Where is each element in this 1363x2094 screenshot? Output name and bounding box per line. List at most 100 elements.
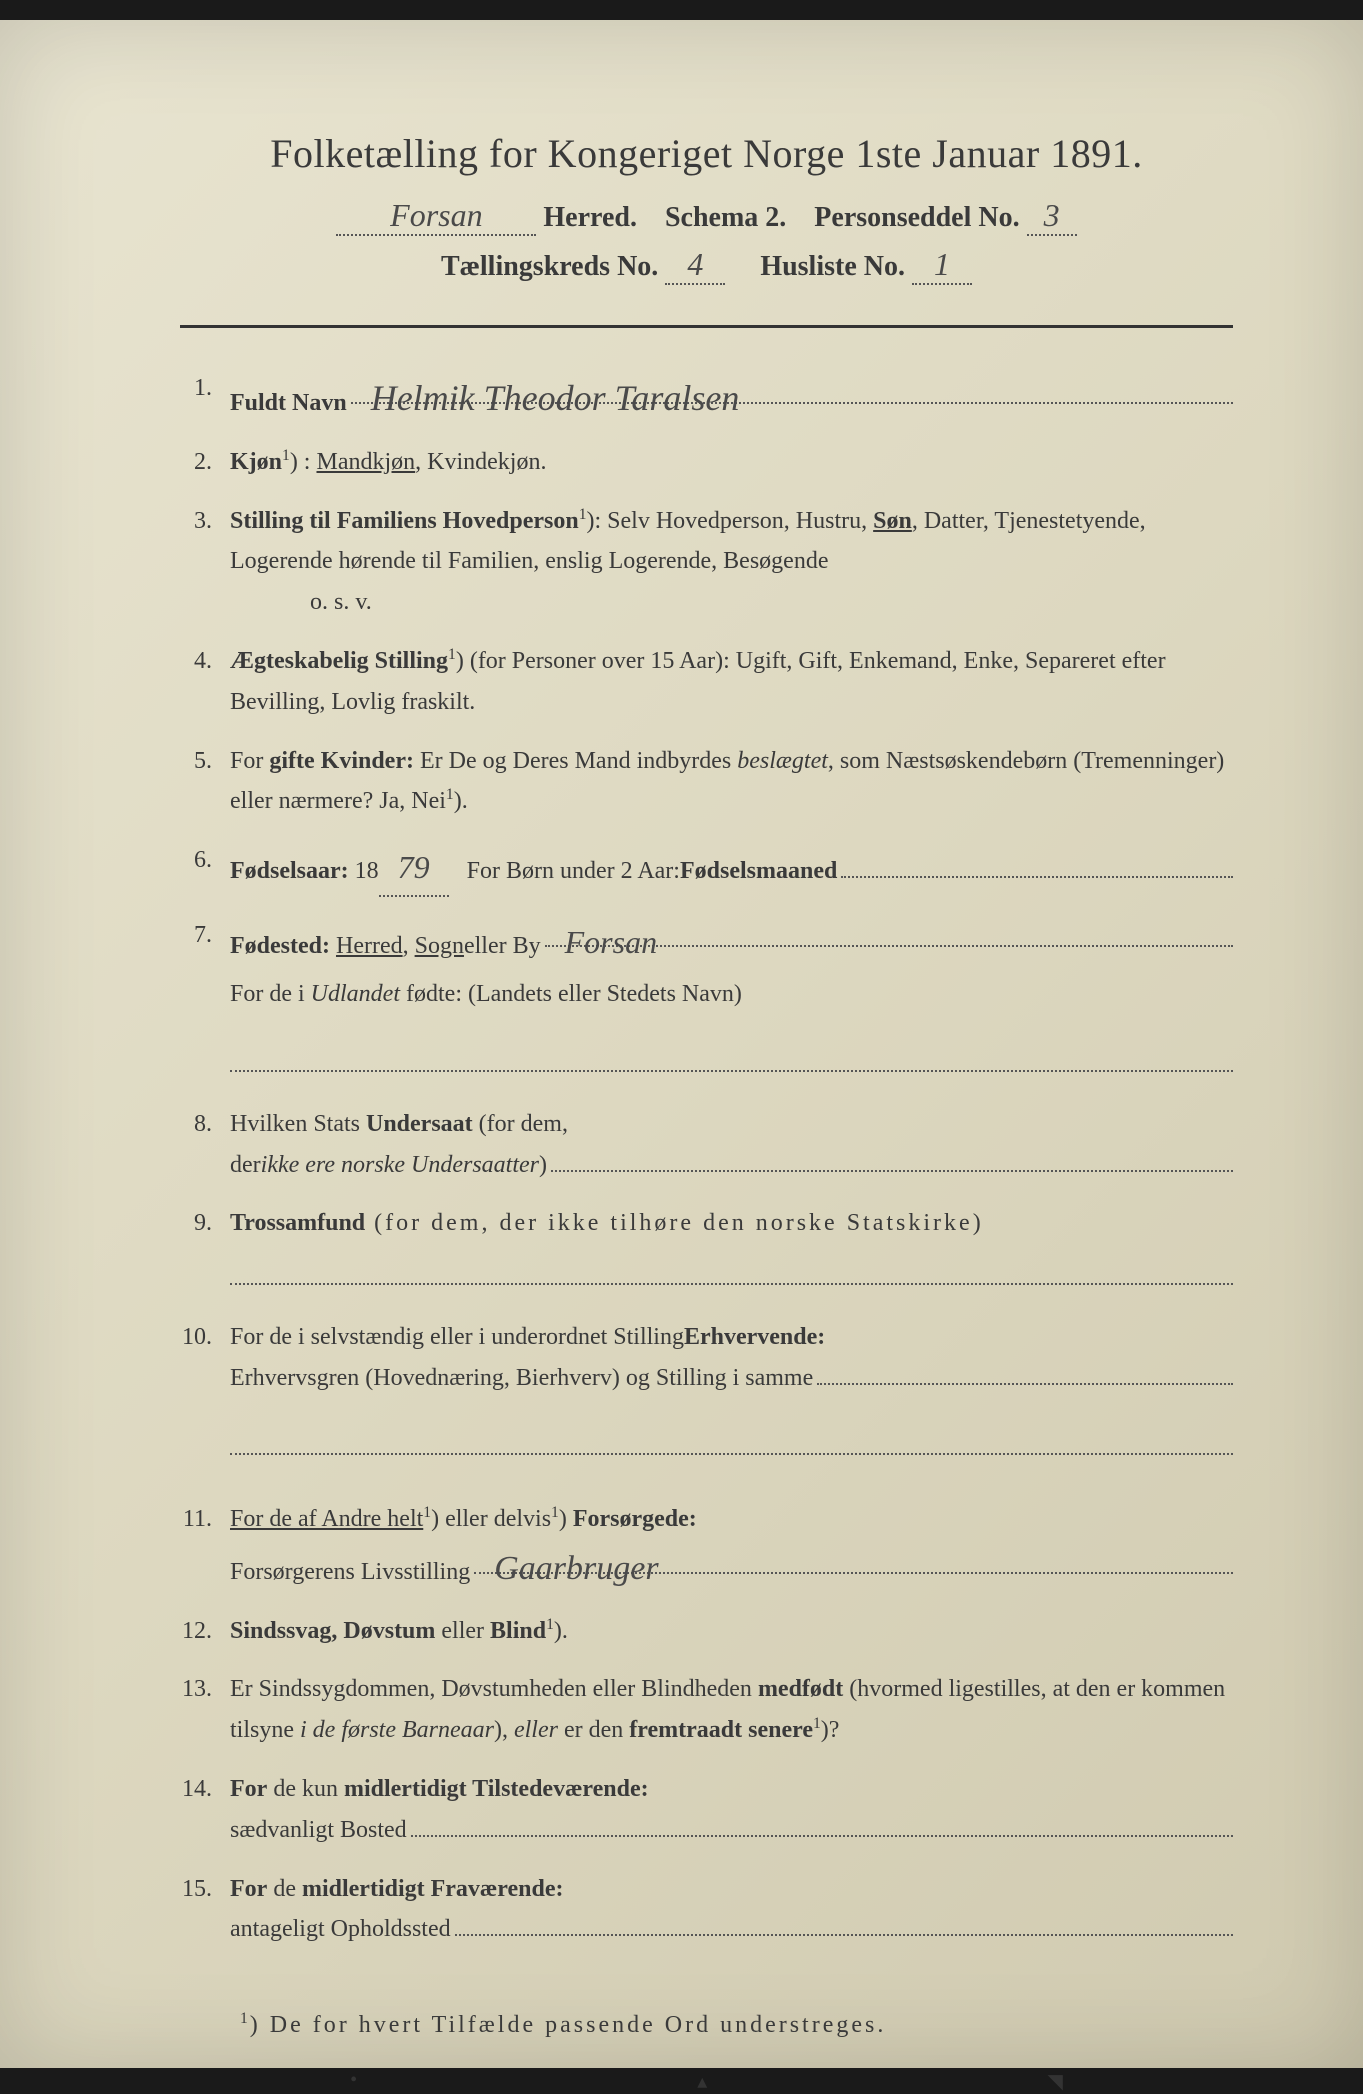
q6-blank [841, 854, 1233, 878]
q3-num: 3. [180, 501, 230, 623]
q7-l2pre: For de i [230, 981, 311, 1007]
q7-num: 7. [180, 915, 230, 1086]
q15-bold: midlertidigt Fraværende: [302, 1876, 564, 1902]
census-form-page: Folketælling for Kongeriget Norge 1ste J… [0, 20, 1363, 2068]
q8-bold: Undersaat [366, 1111, 473, 1137]
q14-pre: For [230, 1776, 267, 1802]
q13-text4: er den [558, 1717, 629, 1743]
q2: 2. Kjøn1) : Mandkjøn, Kvindekjøn. [180, 442, 1233, 483]
q7-l2post: fødte: (Landets eller Stedets Navn) [400, 981, 742, 1007]
q3-son: Søn [873, 508, 912, 534]
q11-value: Gaarbruger [474, 1540, 1233, 1574]
q13-eller: eller [514, 1717, 558, 1743]
q12-end: ). [554, 1618, 568, 1644]
q11-bold: Forsørgede: [573, 1506, 697, 1532]
q3-label: Stilling til Familiens Hovedperson [230, 508, 579, 534]
q15-num: 15. [180, 1869, 230, 1951]
q6-label2: Fødselsmaaned [680, 851, 837, 892]
q12-text: eller [435, 1618, 490, 1644]
q13-italic: i de første Barneaar [300, 1717, 494, 1743]
kreds-no: 4 [665, 246, 725, 285]
q1: 1. Fuldt Navn Helmik Theodor Taralsen [180, 368, 1233, 424]
q12-sup: 1 [546, 1616, 554, 1633]
bottom-marks: • ▴ ◥ [180, 2069, 1233, 2094]
q13-text3: ), [494, 1717, 514, 1743]
q8-l2it: ikke ere norske Undersaatter [261, 1145, 539, 1186]
q1-label: Fuldt Navn [230, 383, 347, 424]
mark-3: ◥ [1047, 2069, 1062, 2094]
q13-text5: )? [821, 1717, 840, 1743]
header-line-2: Tællingskreds No. 4 Husliste No. 1 [180, 246, 1233, 285]
q10-num: 10. [180, 1317, 230, 1469]
q6-text2: For Børn under 2 Aar: [467, 851, 680, 892]
q11-num: 11. [180, 1499, 230, 1593]
q10-bold: Erhvervende: [684, 1317, 825, 1358]
q2-opt1: Mandkjøn [316, 449, 415, 475]
q8-l2pre: der [230, 1145, 261, 1186]
q13-sup: 1 [813, 1715, 821, 1732]
q1-value: Helmik Theodor Taralsen [351, 368, 1233, 404]
personseddel-no: 3 [1027, 197, 1077, 236]
q9: 9. Trossamfund (for dem, der ikke tilhør… [180, 1203, 1233, 1298]
q9-text: (for dem, der ikke tilhøre den norske St… [365, 1210, 984, 1236]
q12-label: Sindssvag, Døvstum [230, 1618, 435, 1644]
q8-blank [551, 1148, 1233, 1172]
q6-year: 79 [379, 840, 449, 896]
q15-blank [455, 1912, 1233, 1936]
q10-blank1 [817, 1361, 1233, 1385]
q11-sup2: 1 [551, 1504, 559, 1521]
q5-it1: beslægtet [737, 748, 828, 774]
q4: 4. Ægteskabelig Stilling1) (for Personer… [180, 641, 1233, 723]
q15-text: de [267, 1876, 302, 1902]
q5-bold1: gifte Kvinder: [269, 748, 414, 774]
q7-value: Forsan [545, 915, 1233, 947]
q3: 3. Stilling til Familiens Hovedperson1):… [180, 501, 1233, 623]
q7-blank [230, 1043, 1233, 1072]
q13-num: 13. [180, 1669, 230, 1751]
q7-l2it: Udlandet [311, 981, 400, 1007]
q7: 7. Fødested: Herred, Sogn eller By Forsa… [180, 915, 1233, 1086]
herred-label: Herred. [543, 202, 637, 233]
q10-text1: For de i selvstændig eller i underordnet… [230, 1317, 684, 1358]
q11-line2: Forsørgerens Livsstilling [230, 1552, 470, 1593]
q4-sup: 1 [448, 646, 456, 663]
q11: 11. For de af Andre helt1) eller delvis1… [180, 1499, 1233, 1593]
q6-label: Fødselsaar: [230, 851, 349, 892]
q2-sup: 1 [282, 447, 290, 464]
q5-text3: ). [454, 788, 468, 814]
q2-num: 2. [180, 442, 230, 483]
q9-num: 9. [180, 1203, 230, 1298]
q15-line2: antageligt Opholdssted [230, 1909, 451, 1950]
q15-pre: For [230, 1876, 267, 1902]
q11-sup1: 1 [423, 1504, 431, 1521]
q12-num: 12. [180, 1611, 230, 1652]
q8-text1: Hvilken Stats [230, 1111, 366, 1137]
header-line-1: Forsan Herred. Schema 2. Personseddel No… [180, 197, 1233, 236]
q6: 6. Fødselsaar: 1879 For Børn under 2 Aar… [180, 840, 1233, 896]
q14-bold: midlertidigt Tilstedeværende: [344, 1776, 649, 1802]
q7-text1: eller By [464, 926, 541, 967]
q5-text1: Er De og Deres Mand indbyrdes [414, 748, 737, 774]
q9-blank [230, 1256, 1233, 1285]
q8-num: 8. [180, 1104, 230, 1186]
q11-pre: For de af Andre helt [230, 1506, 423, 1532]
q5-num: 5. [180, 741, 230, 823]
q14-num: 14. [180, 1769, 230, 1851]
q5-sup: 1 [446, 786, 454, 803]
q14-text: de kun [267, 1776, 344, 1802]
herred-value: Forsan [336, 197, 536, 236]
q13-bold1: medfødt [758, 1676, 843, 1702]
q2-opt2: Kvindekjøn. [427, 449, 546, 475]
q8: 8. Hvilken Stats Undersaat (for dem, der… [180, 1104, 1233, 1186]
q7-opt1: Herred [336, 926, 403, 967]
q5: 5. For gifte Kvinder: Er De og Deres Man… [180, 741, 1233, 823]
kreds-label: Tællingskreds No. [441, 251, 658, 282]
q5-pre: For [230, 748, 269, 774]
footnote-sup: 1 [240, 2010, 250, 2027]
q2-label: Kjøn [230, 449, 282, 475]
personseddel-label: Personseddel No. [814, 202, 1019, 233]
q15: 15. For de midlertidigt Fraværende: anta… [180, 1869, 1233, 1951]
footnote: 1) De for hvert Tilfælde passende Ord un… [180, 2010, 1233, 2039]
q14-line2: sædvanligt Bosted [230, 1810, 407, 1851]
q8-l2post: ) [539, 1145, 547, 1186]
